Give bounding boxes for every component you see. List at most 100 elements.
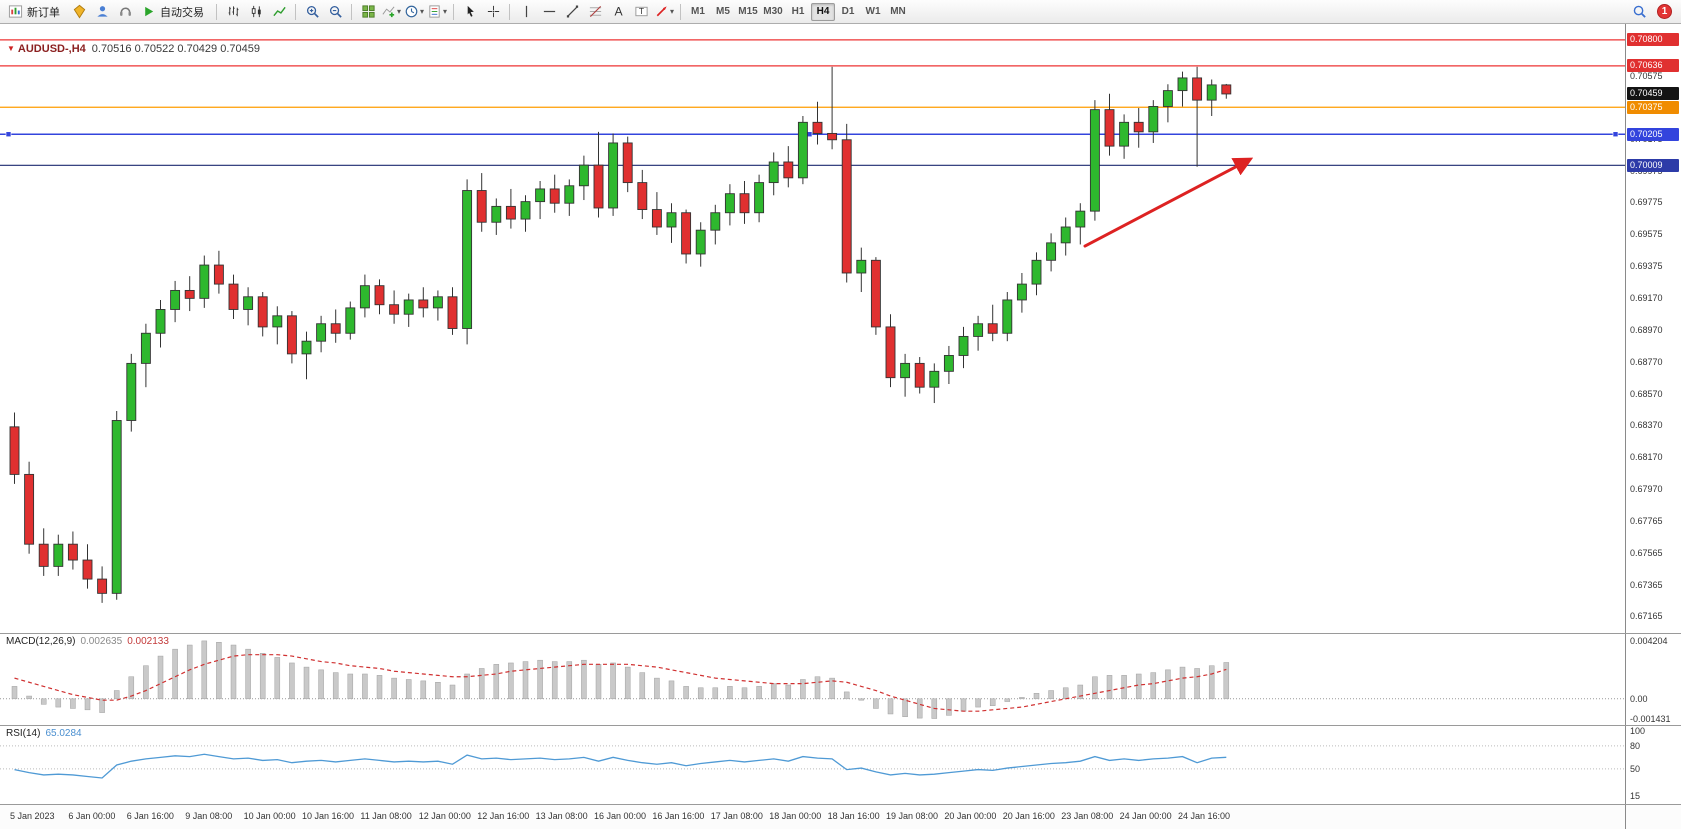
- arrows-icon: [654, 4, 669, 19]
- horizontal-line-button[interactable]: [538, 2, 560, 22]
- candlesticks: [9, 66, 1232, 603]
- price-badge-0.70800: 0.70800: [1627, 33, 1679, 47]
- candlestick-chart-icon: [249, 4, 264, 19]
- time-axis[interactable]: 5 Jan 2023 6 Jan 00:00 6 Jan 16:00 9 Jan 08…: [0, 805, 1625, 829]
- time-axis-label: 9 Jan 08:00: [185, 811, 233, 821]
- fibonacci-icon: [588, 4, 603, 19]
- metaeditor-button[interactable]: [68, 2, 90, 22]
- rsi-plot[interactable]: RSI(14) 65.0284: [0, 726, 1625, 804]
- toolbar-separator: [680, 3, 681, 20]
- hline-0.70205[interactable]: [0, 131, 1625, 138]
- templates-button[interactable]: ▾: [426, 2, 448, 22]
- metaeditor-icon: [72, 4, 87, 19]
- macd-signal-value: 0.002133: [127, 636, 169, 647]
- label-button[interactable]: [630, 2, 652, 22]
- zoom-in-button[interactable]: [301, 2, 323, 22]
- profile-button[interactable]: [91, 2, 113, 22]
- indicators-button[interactable]: ▾: [380, 2, 402, 22]
- price-axis[interactable]: 0.705750.701750.699750.697750.695750.693…: [1625, 24, 1681, 633]
- price-badge-0.70375: 0.70375: [1627, 100, 1679, 114]
- timeframe-H4[interactable]: H4: [811, 2, 835, 21]
- bar-chart-button[interactable]: [222, 2, 244, 22]
- line-chart-button[interactable]: [268, 2, 290, 22]
- fibonacci-button[interactable]: [584, 2, 606, 22]
- toolbar-separator: [509, 3, 510, 20]
- macd-axis[interactable]: 0.004204 0.00 -0.001431: [1625, 634, 1681, 725]
- price-badge-0.70205: 0.70205: [1627, 127, 1679, 141]
- timeframe-W1[interactable]: W1: [861, 3, 885, 21]
- timeframe-MN[interactable]: MN: [886, 3, 910, 21]
- time-axis-label: 12 Jan 16:00: [477, 811, 530, 821]
- text-button[interactable]: [607, 2, 629, 22]
- price-axis-label: 0.69170: [1630, 293, 1663, 304]
- support-icon: [118, 4, 133, 19]
- support-button[interactable]: [114, 2, 136, 22]
- timeframe-M15[interactable]: M15: [736, 3, 760, 21]
- main-chart-plot[interactable]: ▼ AUDUSD-,H4 0.70516 0.70522 0.70429 0.704…: [0, 24, 1625, 633]
- symbol-marker-icon: ▼: [7, 44, 15, 53]
- search-button[interactable]: [1628, 2, 1650, 22]
- macd-header: MACD(12,26,9) 0.002635 0.002133: [6, 636, 169, 647]
- macd-plot[interactable]: MACD(12,26,9) 0.002635 0.002133: [0, 634, 1625, 725]
- crosshair-icon: [486, 4, 501, 19]
- text-icon: [611, 4, 626, 19]
- time-axis-label: 10 Jan 16:00: [302, 811, 355, 821]
- macd-axis-label: 0.00: [1630, 693, 1648, 704]
- time-axis-label: 24 Jan 16:00: [1178, 811, 1231, 821]
- timeframe-H1[interactable]: H1: [786, 3, 810, 21]
- trendline-button[interactable]: [561, 2, 583, 22]
- periods-button[interactable]: ▾: [403, 2, 425, 22]
- new-order-button[interactable]: 新订单: [4, 2, 67, 22]
- price-axis-label: 0.68770: [1630, 356, 1663, 367]
- horizontal-line-icon: [542, 4, 557, 19]
- time-axis-label: 20 Jan 16:00: [1002, 811, 1055, 821]
- rsi-axis-label: 50: [1630, 763, 1641, 774]
- time-axis-label: 19 Jan 08:00: [886, 811, 939, 821]
- trendline-icon: [565, 4, 580, 19]
- rsi-axis-label: 100: [1630, 726, 1646, 736]
- new-order-button-label: 新订单: [27, 6, 60, 19]
- price-axis-label: 0.67765: [1630, 516, 1663, 527]
- candlestick-chart-button[interactable]: [245, 2, 267, 22]
- timeframe-D1[interactable]: D1: [836, 3, 860, 21]
- horizontal-lines[interactable]: [0, 39, 1625, 166]
- time-axis-label: 16 Jan 16:00: [652, 811, 705, 821]
- label-icon: [634, 4, 649, 19]
- time-axis-label: 17 Jan 08:00: [710, 811, 763, 821]
- toolbar-separator: [351, 3, 352, 20]
- macd-main-value: 0.002635: [80, 636, 123, 647]
- zoom-out-button[interactable]: [324, 2, 346, 22]
- macd-axis-label: 0.004204: [1630, 635, 1668, 646]
- notification-badge[interactable]: 1: [1657, 4, 1672, 19]
- autotrading-button-label: 自动交易: [160, 6, 204, 19]
- time-axis-label: 10 Jan 00:00: [243, 811, 296, 821]
- chevron-down-icon: ▾: [443, 7, 448, 16]
- trend-arrow[interactable]: [1083, 157, 1254, 248]
- time-axis-label: 16 Jan 00:00: [594, 811, 647, 821]
- rsi-axis[interactable]: 100 80 50 15: [1625, 726, 1681, 804]
- chevron-down-icon: ▾: [420, 7, 425, 16]
- vertical-line-button[interactable]: [515, 2, 537, 22]
- autotrading-button[interactable]: 自动交易: [137, 2, 211, 22]
- price-axis-label: 0.70575: [1630, 70, 1663, 81]
- timeframe-M5[interactable]: M5: [711, 3, 735, 21]
- toolbar-separator: [216, 3, 217, 20]
- time-axis-label: 24 Jan 00:00: [1119, 811, 1172, 821]
- price-axis-label: 0.69375: [1630, 260, 1663, 271]
- indicators-icon: [381, 4, 396, 19]
- templates-icon: [427, 4, 442, 19]
- arrows-button[interactable]: ▾: [653, 2, 675, 22]
- time-axis-corner: [1625, 805, 1681, 829]
- timeframe-M30[interactable]: M30: [761, 3, 785, 21]
- timeframe-M1[interactable]: M1: [686, 3, 710, 21]
- cursor-button[interactable]: [459, 2, 481, 22]
- periods-icon: [404, 4, 419, 19]
- time-axis-label: 18 Jan 16:00: [827, 811, 880, 821]
- time-axis-label: 18 Jan 00:00: [769, 811, 822, 821]
- toolbar-separator: [295, 3, 296, 20]
- time-axis-row: 5 Jan 2023 6 Jan 00:00 6 Jan 16:00 9 Jan 08…: [0, 805, 1681, 829]
- price-axis-label: 0.68170: [1630, 451, 1663, 462]
- time-axis-label: 6 Jan 00:00: [68, 811, 116, 821]
- tile-windows-button[interactable]: [357, 2, 379, 22]
- crosshair-button[interactable]: [482, 2, 504, 22]
